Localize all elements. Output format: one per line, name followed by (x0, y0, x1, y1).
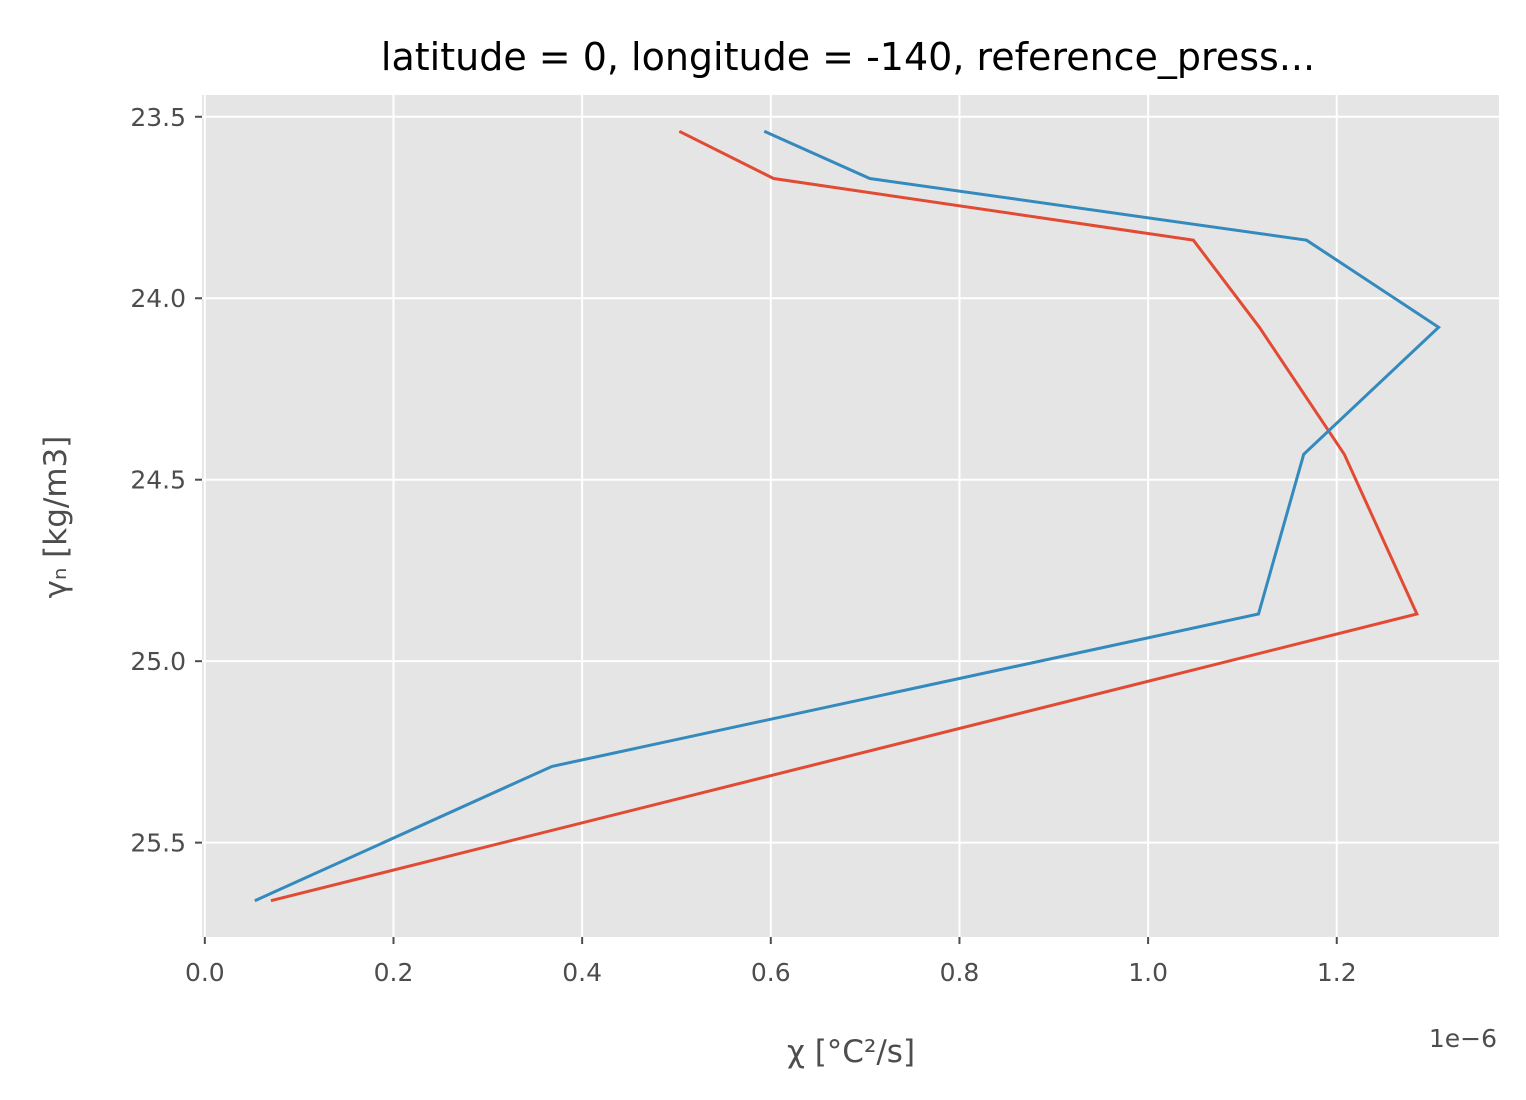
y-tick-label: 25.5 (130, 829, 186, 858)
x-tick-label: 1.2 (1317, 958, 1357, 987)
grid (202, 95, 1499, 937)
x-offset-label: 1e−6 (1429, 1024, 1497, 1053)
y-axis-label: γₙ [kg/m3] (38, 436, 74, 599)
series-line-2 (254, 129, 1442, 903)
y-tick-label: 23.5 (130, 103, 186, 132)
y-tick-label: 24.0 (130, 284, 186, 313)
chart-title: latitude = 0, longitude = -140, referenc… (381, 35, 1315, 79)
y-tick-label: 24.5 (130, 466, 186, 495)
x-tick-label: 0.6 (751, 958, 791, 987)
y-axis: 23.5 24.0 24.5 25.0 25.5 (130, 103, 202, 858)
series-layer (254, 129, 1442, 903)
series-line-1 (270, 129, 1420, 903)
x-tick-label: 1.0 (1128, 958, 1168, 987)
x-tick-label: 0.0 (185, 958, 225, 987)
plot-area (202, 95, 1499, 937)
y-tick-label: 25.0 (130, 647, 186, 676)
x-axis-label: χ [°C²/s] (787, 1034, 915, 1070)
x-tick-label: 0.4 (562, 958, 602, 987)
x-tick-label: 0.8 (940, 958, 980, 987)
x-axis: 0.0 0.2 0.4 0.6 0.8 1.0 1.2 (185, 937, 1357, 987)
x-tick-label: 0.2 (374, 958, 414, 987)
